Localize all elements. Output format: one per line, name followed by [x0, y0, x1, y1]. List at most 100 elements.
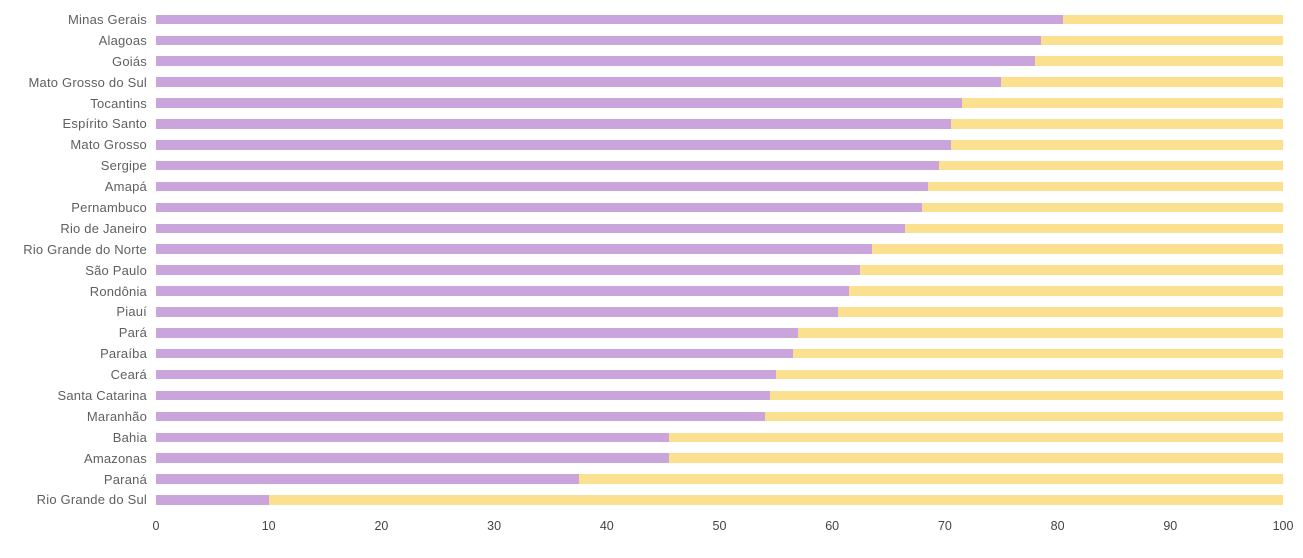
x-axis-tick-labels: 0 10 20 30 40 50 60 70 80 90 100 — [153, 517, 1294, 535]
category-label: Rio de Janeiro — [60, 220, 147, 236]
category-label: Amazonas — [83, 450, 147, 466]
purple-bar-segment — [156, 286, 850, 296]
purple-bar-segment — [156, 390, 771, 401]
chart-row: Tocantins — [0, 93, 1303, 114]
chart-row: Rio Grande do Sul — [0, 489, 1303, 510]
chart-row: Alagoas — [0, 30, 1303, 51]
category-label: Piauí — [116, 304, 147, 320]
chart-row: Pernambuco — [0, 197, 1303, 218]
yellow-bar-segment — [770, 390, 1283, 401]
x-tick-label: 60 — [825, 519, 840, 534]
purple-bar-segment — [156, 348, 793, 359]
yellow-bar-segment — [871, 244, 1283, 254]
chart-row: Ceará — [0, 364, 1303, 385]
purple-bar-segment — [156, 411, 765, 422]
yellow-bar-segment — [764, 411, 1283, 422]
purple-bar-segment — [156, 328, 799, 338]
yellow-bar-segment — [792, 348, 1283, 359]
purple-bar-segment — [156, 140, 951, 150]
category-label: Alagoas — [98, 32, 147, 48]
chart-row: Rio Grande do Norte — [0, 239, 1303, 260]
bar-track — [156, 140, 1283, 150]
chart-row: Paraná — [0, 469, 1303, 490]
category-label: Tocantins — [90, 95, 147, 111]
chart-row: Santa Catarina — [0, 385, 1303, 406]
yellow-bar-segment — [1001, 77, 1283, 87]
purple-bar-segment — [156, 307, 838, 317]
chart-row: São Paulo — [0, 260, 1303, 281]
bar-track — [156, 77, 1283, 87]
purple-bar-segment — [156, 14, 1064, 25]
chart-row: Rio de Janeiro — [0, 218, 1303, 239]
yellow-bar-segment — [905, 223, 1283, 234]
yellow-bar-segment — [939, 160, 1283, 171]
bar-track — [156, 432, 1283, 442]
bar-track — [156, 369, 1283, 380]
chart-row: Sergipe — [0, 155, 1303, 176]
yellow-bar-segment — [798, 328, 1283, 338]
category-label: Rondônia — [89, 283, 147, 299]
yellow-bar-segment — [922, 202, 1283, 213]
category-label: Santa Catarina — [57, 387, 147, 403]
bar-track — [156, 244, 1283, 254]
yellow-bar-segment — [860, 265, 1283, 275]
x-tick-label: 100 — [1272, 519, 1294, 534]
bar-track — [156, 286, 1283, 296]
x-tick-label: 70 — [937, 519, 952, 534]
bar-track — [156, 35, 1283, 46]
purple-bar-segment — [156, 160, 940, 171]
category-label: Bahia — [112, 429, 147, 445]
purple-bar-segment — [156, 495, 269, 505]
category-label: Paraíba — [100, 346, 147, 362]
purple-bar-segment — [156, 432, 669, 442]
yellow-bar-segment — [268, 495, 1283, 505]
yellow-bar-segment — [668, 432, 1283, 442]
yellow-bar-segment — [1063, 14, 1283, 25]
chart-row: Maranhão — [0, 406, 1303, 427]
purple-bar-segment — [156, 181, 928, 192]
bar-track — [156, 202, 1283, 213]
x-tick-label: 50 — [712, 519, 727, 534]
chart-row: Pará — [0, 322, 1303, 343]
category-label: Ceará — [110, 367, 147, 383]
category-label: Amapá — [104, 179, 147, 195]
yellow-bar-segment — [849, 286, 1283, 296]
x-tick-label: 30 — [487, 519, 502, 534]
purple-bar-segment — [156, 244, 872, 254]
bar-track — [156, 390, 1283, 401]
chart-row: Mato Grosso do Sul — [0, 72, 1303, 93]
yellow-bar-segment — [668, 453, 1283, 463]
purple-bar-segment — [156, 223, 906, 234]
chart-row: Mato Grosso — [0, 134, 1303, 155]
bar-track — [156, 265, 1283, 275]
purple-bar-segment — [156, 98, 962, 108]
yellow-bar-segment — [1040, 35, 1283, 46]
chart-row: Piauí — [0, 301, 1303, 322]
yellow-bar-segment — [950, 119, 1283, 129]
bar-track — [156, 160, 1283, 171]
yellow-bar-segment — [1035, 56, 1283, 66]
purple-bar-segment — [156, 119, 951, 129]
chart-row: Goiás — [0, 51, 1303, 72]
purple-bar-segment — [156, 474, 579, 484]
yellow-bar-segment — [961, 98, 1283, 108]
bar-track — [156, 181, 1283, 192]
category-label: Mato Grosso — [70, 137, 147, 153]
purple-bar-segment — [156, 77, 1002, 87]
category-label: Maranhão — [86, 408, 147, 424]
bar-track — [156, 14, 1283, 25]
bar-track — [156, 328, 1283, 338]
category-label: São Paulo — [85, 262, 147, 278]
category-label: Mato Grosso do Sul — [28, 74, 147, 90]
chart-row: Espírito Santo — [0, 113, 1303, 134]
purple-bar-segment — [156, 202, 923, 213]
bar-track — [156, 223, 1283, 234]
category-label: Sergipe — [100, 158, 147, 174]
bar-track — [156, 411, 1283, 422]
bar-track — [156, 307, 1283, 317]
purple-bar-segment — [156, 265, 861, 275]
x-tick-label: 40 — [599, 519, 614, 534]
bar-track — [156, 56, 1283, 66]
yellow-bar-segment — [837, 307, 1283, 317]
yellow-bar-segment — [578, 474, 1283, 484]
